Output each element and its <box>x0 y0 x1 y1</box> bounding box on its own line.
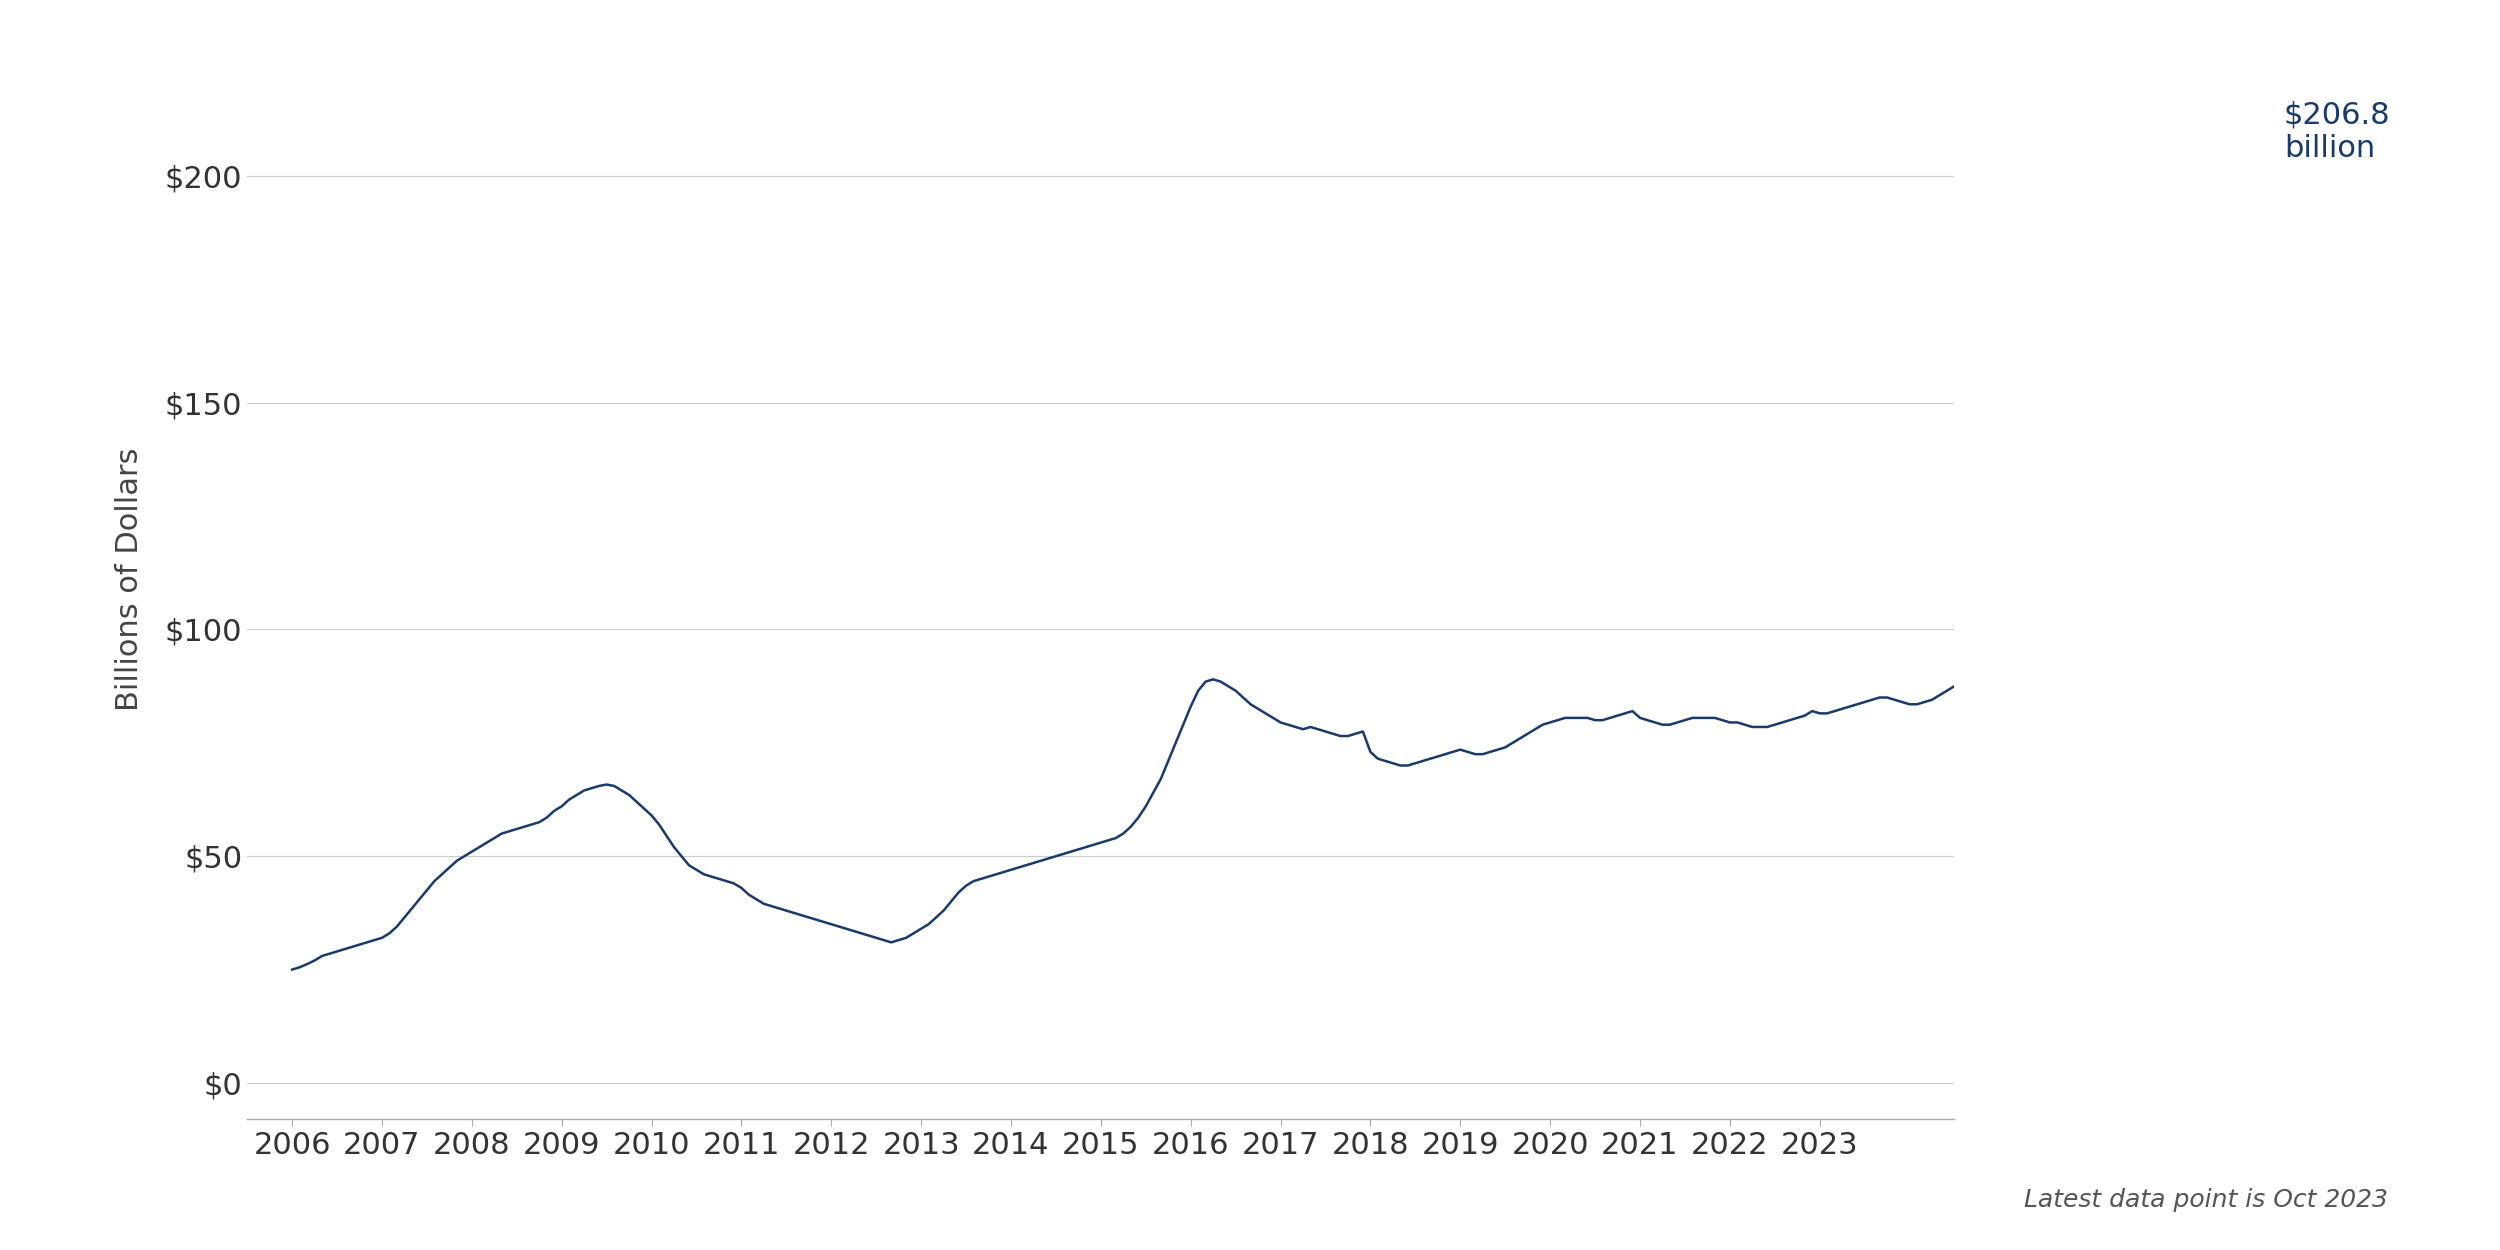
Text: Latest data point is Oct 2023: Latest data point is Oct 2023 <box>2023 1189 2388 1212</box>
Y-axis label: Billions of Dollars: Billions of Dollars <box>115 448 145 711</box>
Text: $206.8
billion: $206.8 billion <box>2285 100 2390 162</box>
